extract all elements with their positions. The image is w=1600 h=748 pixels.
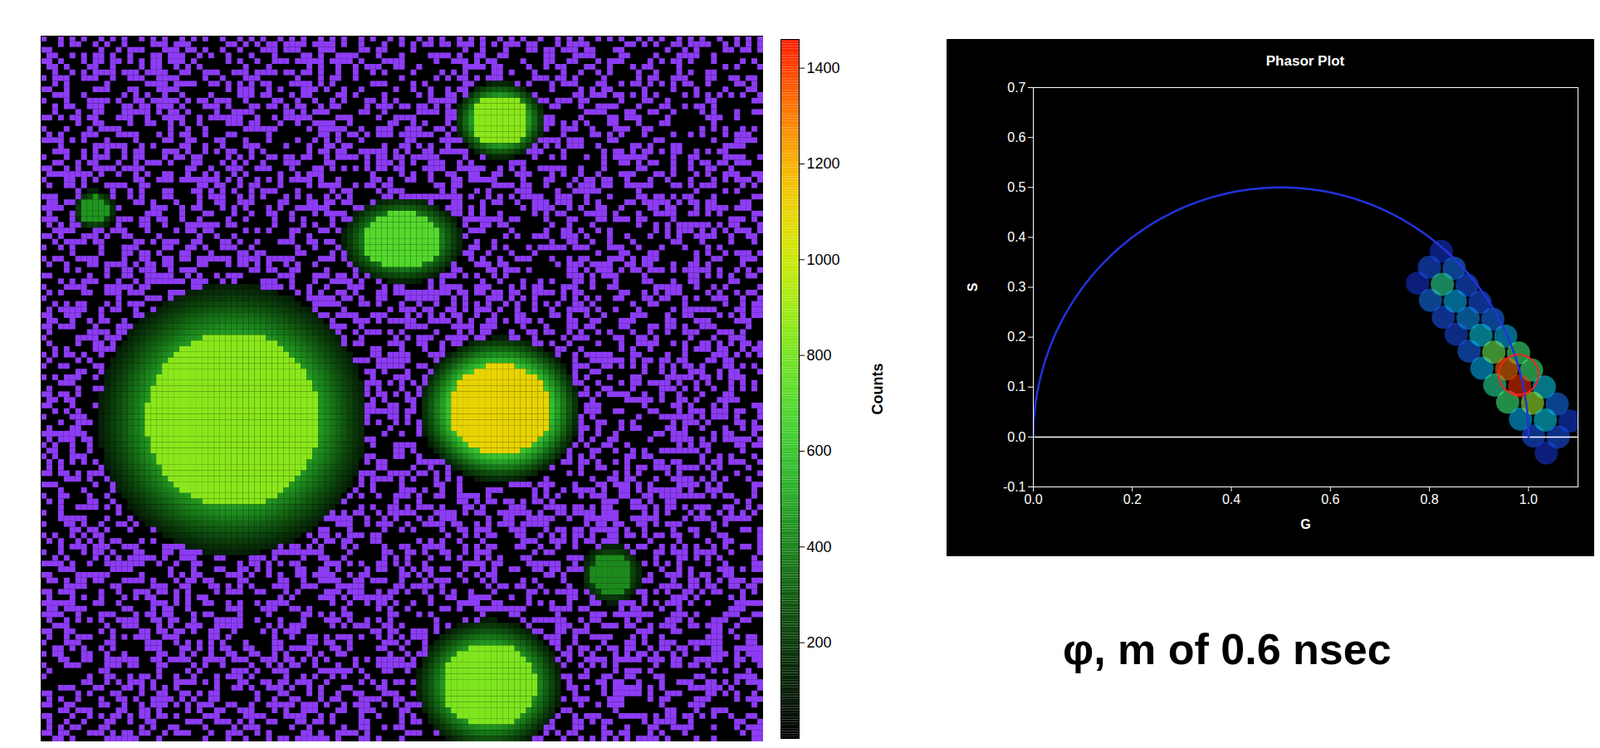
svg-text:-0.1: -0.1 [1003,479,1027,495]
svg-text:0.6: 0.6 [1007,130,1026,145]
svg-text:0.8: 0.8 [1419,492,1439,507]
svg-text:0.6: 0.6 [1321,492,1340,507]
svg-text:1000: 1000 [807,251,841,269]
svg-text:0.2: 0.2 [1007,329,1026,344]
svg-text:0.1: 0.1 [1007,379,1026,394]
svg-text:0.5: 0.5 [1007,180,1026,195]
svg-text:1400: 1400 [807,59,841,77]
svg-text:200: 200 [807,634,832,651]
svg-text:1200: 1200 [807,155,841,172]
svg-text:S: S [965,282,980,292]
svg-text:Counts: Counts [869,363,886,416]
svg-text:400: 400 [807,538,832,556]
svg-text:0.4: 0.4 [1007,229,1026,245]
svg-text:800: 800 [807,347,832,364]
svg-text:600: 600 [807,442,832,460]
svg-text:1.0: 1.0 [1519,492,1538,507]
html-text:φ, m of 0.6 nsec: φ, m of 0.6 nsec [1062,625,1392,674]
svg-text:0.7: 0.7 [1007,80,1026,95]
html-text:Phasor Plot: Phasor Plot [1266,53,1345,69]
svg-text:0.0: 0.0 [1023,492,1043,507]
svg-text:0.4: 0.4 [1222,492,1241,507]
svg-text:G: G [1300,517,1311,532]
svg-text:0.3: 0.3 [1007,279,1026,294]
svg-text:0.0: 0.0 [1007,429,1026,444]
svg-text:0.2: 0.2 [1123,492,1142,507]
